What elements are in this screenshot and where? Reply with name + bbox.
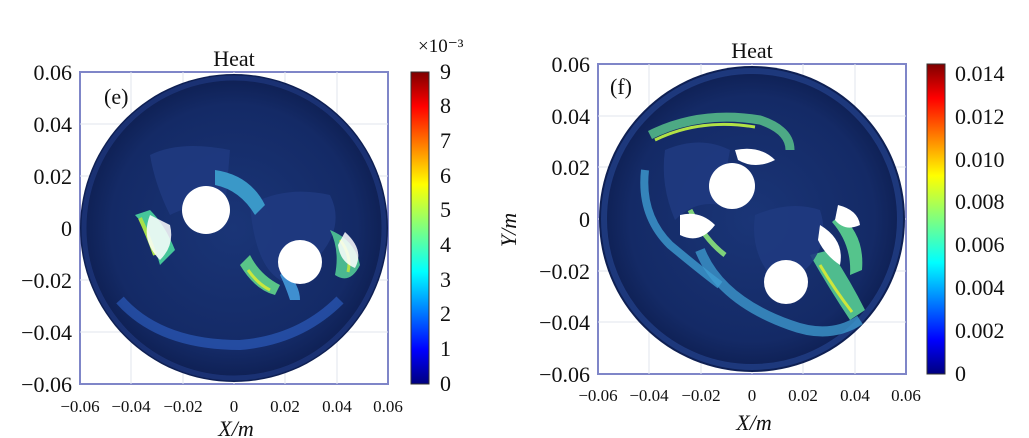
x-axis-title: X/m — [735, 410, 771, 435]
y-tick-label: −0.06 — [21, 372, 72, 397]
y-tick-label: 0.02 — [552, 155, 591, 180]
y-tick-label: −0.04 — [539, 310, 590, 335]
colorbar-tick: 6 — [440, 163, 451, 188]
x-tick-label: 0.06 — [373, 397, 403, 416]
colorbar-tick: 0 — [440, 371, 451, 396]
colorbar-multiplier: ×10⁻³ — [418, 36, 464, 57]
y-tick-label: −0.06 — [539, 362, 590, 387]
y-axis: 0.06 0.04 0.02 0 −0.02 −0.04 −0.06 — [539, 52, 590, 387]
y-tick-label: −0.02 — [539, 259, 590, 284]
y-tick-label: 0.06 — [34, 60, 73, 85]
y-axis-title: Y/m — [496, 213, 521, 247]
x-axis: −0.06 −0.04 −0.02 0 0.02 0.04 0.06 — [60, 397, 403, 416]
heat-field — [80, 74, 388, 382]
colorbar-tick: 0.010 — [955, 147, 1005, 172]
x-tick-label: 0 — [230, 397, 239, 416]
x-tick-label: 0.02 — [788, 386, 818, 405]
colorbar-tick: 0.012 — [955, 104, 1005, 129]
y-tick-label: 0.06 — [552, 52, 591, 77]
colorbar-tick: 8 — [440, 93, 451, 118]
y-tick-label: 0 — [61, 216, 72, 241]
colorbar-tick: 0.006 — [955, 232, 1005, 257]
colorbar-tick: 9 — [440, 59, 451, 84]
x-tick-label: 0.04 — [840, 386, 870, 405]
heat-field — [599, 66, 905, 372]
x-tick-label: −0.02 — [681, 386, 720, 405]
colorbar-tick: 5 — [440, 197, 451, 222]
x-tick-label: −0.06 — [578, 386, 617, 405]
x-axis: −0.06 −0.04 −0.02 0 0.02 0.04 0.06 — [578, 386, 921, 405]
colorbar-tick: 4 — [440, 232, 451, 257]
y-tick-label: 0.04 — [34, 112, 73, 137]
colorbar-tick: 0.004 — [955, 275, 1005, 300]
y-tick-label: 0.04 — [552, 104, 591, 129]
colorbar: 0.014 0.012 0.010 0.008 0.006 0.004 0.00… — [926, 61, 1005, 386]
y-tick-label: 0 — [579, 207, 590, 232]
x-tick-label: −0.04 — [629, 386, 669, 405]
panel-label: (e) — [104, 84, 128, 109]
colorbar-tick: 0.008 — [955, 189, 1005, 214]
colorbar-tick: 1 — [440, 336, 451, 361]
x-tick-label: −0.02 — [163, 397, 202, 416]
colorbar-tick: 0.014 — [955, 61, 1005, 86]
colorbar: ×10⁻³ 9 8 7 6 5 4 3 2 1 0 — [410, 36, 464, 396]
y-axis: 0.06 0.04 0.02 0 −0.02 −0.04 −0.06 — [21, 60, 72, 397]
x-tick-label: 0.04 — [322, 397, 352, 416]
chart-title: Heat — [731, 38, 773, 63]
x-tick-label: −0.06 — [60, 397, 99, 416]
y-tick-label: 0.02 — [34, 164, 73, 189]
panel-label: (f) — [610, 74, 632, 99]
colorbar-tick: 3 — [440, 267, 451, 292]
chart-title: Heat — [213, 46, 255, 71]
colorbar-tick: 7 — [440, 128, 451, 153]
colorbar-tick: 0.002 — [955, 318, 1005, 343]
panel-f: Heat — [496, 38, 1005, 435]
x-tick-label: 0 — [748, 386, 757, 405]
y-tick-label: −0.04 — [21, 320, 72, 345]
x-tick-label: 0.06 — [891, 386, 921, 405]
x-tick-label: 0.02 — [270, 397, 300, 416]
colorbar-tick: 2 — [440, 301, 451, 326]
x-axis-title: X/m — [217, 416, 253, 438]
colorbar-tick: 0 — [955, 361, 966, 386]
x-tick-label: −0.04 — [111, 397, 151, 416]
panel-e: Heat — [21, 36, 464, 438]
y-tick-label: −0.02 — [21, 268, 72, 293]
